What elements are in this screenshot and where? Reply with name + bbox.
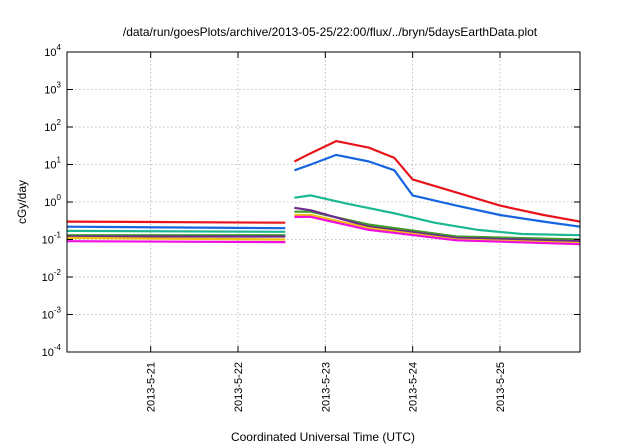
series-line-5 (66, 236, 286, 241)
y-tick-label: 102 (44, 118, 61, 134)
x-axis: 2013-5-21 2013-5-22 2013-5-23 2013-5-24 2013… (146, 52, 507, 412)
series-line-6 (294, 215, 581, 246)
x-tick-label: 2013-5-24 (408, 362, 420, 412)
x-tick-label: 2013-5-22 (233, 362, 245, 412)
y-tick-label: 10-3 (42, 306, 62, 322)
series-line-4 (294, 206, 581, 243)
y-tick-label: 100 (44, 193, 61, 209)
series-line-6 (66, 240, 286, 244)
series-line-2 (294, 194, 581, 237)
series-line-2 (66, 229, 286, 233)
series-line-0 (66, 220, 286, 224)
x-tick-label: 2013-5-23 (320, 362, 332, 412)
series-line-1 (294, 153, 581, 228)
series-line-1 (66, 225, 286, 230)
y-tick-label: 103 (44, 81, 61, 97)
series-group (66, 140, 581, 246)
series-line-0 (293, 140, 581, 223)
y-tick-label: 101 (44, 156, 61, 172)
x-axis-label: Coordinated Universal Time (UTC) (231, 430, 415, 444)
grid (67, 52, 580, 352)
y-tick-label: 10-1 (42, 231, 62, 247)
y-tick-label: 104 (44, 43, 61, 59)
chart-title: /data/run/goesPlots/archive/2013-05-25/2… (123, 25, 538, 39)
y-tick-label: 10-2 (42, 268, 62, 284)
y-axis: 10-4 10-3 10-2 10-1 100 101 102 103 104 (42, 43, 580, 359)
y-axis-label: cGy/day (15, 180, 29, 224)
series-line-3 (294, 210, 581, 241)
y-tick-label: 10-4 (42, 343, 62, 359)
x-tick-label: 2013-5-25 (495, 362, 507, 412)
x-tick-label: 2013-5-21 (146, 362, 158, 412)
